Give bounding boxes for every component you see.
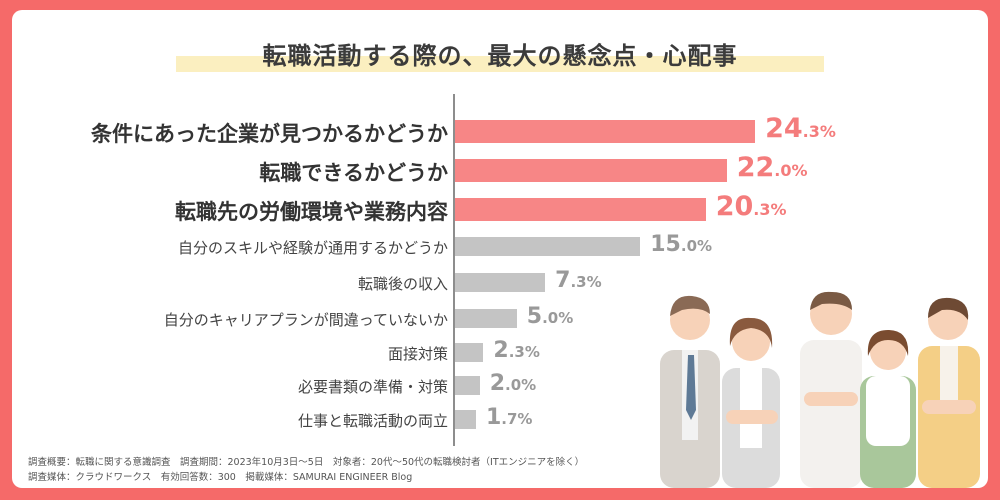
footnote-survey-media: 調査媒体：クラウドワークス 有効回答数：300 掲載媒体：SAMURAI ENG… [28,472,413,483]
value-label: 5.0% [527,304,573,329]
value-label: 22.0% [737,152,808,183]
category-label: 必要書類の準備・対策 [297,377,448,396]
value-integer: 1 [485,404,502,430]
value-decimal: .3% [753,199,787,219]
value-decimal: .0% [774,160,808,180]
person-3 [800,291,862,488]
value-integer: 15 [650,231,681,257]
chart-card: 転職活動する際の、最大の懸念点・心配事 条件にあった企業が見つかるかどうか 24.… [12,10,988,488]
value-decimal: .0% [505,375,537,394]
title-highlight [176,56,824,72]
value-label: 24.3% [765,113,836,144]
y-axis-line [453,94,455,446]
value-decimal: .3% [508,342,540,361]
value-integer: 5 [526,303,543,329]
footnote-survey-overview: 調査概要：転職に関する意識調査 調査期間：2023年10月3日〜5日 対象者：2… [28,457,585,468]
person-4 [860,330,916,488]
category-label: 転職先の労働環境や業務内容 [175,199,448,224]
value-label: 15.0% [650,232,712,257]
value-label: 20.3% [716,191,787,222]
value-label: 7.3% [555,268,601,293]
category-label: 自分のキャリアプランが間違っていないか [163,310,448,329]
bar [455,198,706,221]
category-label: 転職後の収入 [357,274,448,293]
person-2 [722,317,780,488]
bar [455,120,756,143]
value-decimal: .7% [501,409,533,428]
value-integer: 22 [736,151,775,183]
bar [455,410,476,429]
category-label: 条件にあった企業が見つかるかどうか [91,121,448,146]
bar [455,273,546,292]
category-label: 転職できるかどうか [259,160,448,185]
value-decimal: .3% [802,121,836,141]
value-integer: 24 [765,112,803,144]
value-decimal: .0% [680,236,713,255]
bar [455,237,641,256]
category-label: 自分のスキルや経験が通用するかどうか [177,238,448,257]
value-integer: 20 [715,190,754,222]
value-integer: 2 [489,370,505,396]
bar [455,376,480,395]
category-label: 仕事と転職活動の両立 [297,411,448,430]
business-people-illustration [660,291,980,488]
value-decimal: .3% [570,272,602,291]
bar [455,309,517,328]
bar [455,159,727,182]
person-5 [918,297,980,488]
chart-title: 転職活動する際の、最大の懸念点・心配事 [262,42,738,70]
value-label: 2.0% [490,371,536,396]
value-integer: 7 [555,267,571,293]
value-integer: 2 [493,337,509,363]
value-label: 1.7% [486,405,532,430]
value-label: 2.3% [493,338,539,363]
person-1 [660,295,720,488]
category-label: 面接対策 [387,344,448,363]
bar [455,343,484,362]
value-decimal: .0% [542,308,574,327]
